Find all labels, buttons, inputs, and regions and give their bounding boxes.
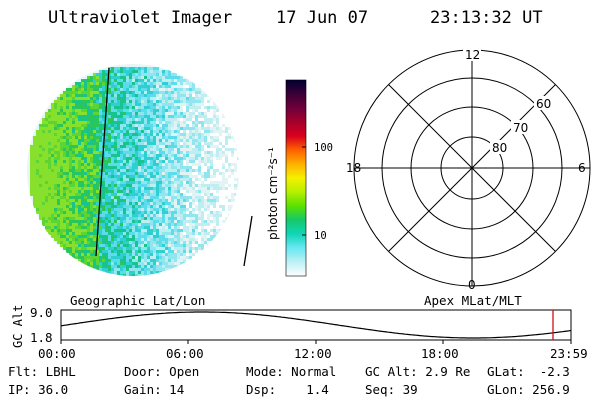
mlt-label-18: 18 [346, 161, 361, 175]
colorbar-label-10: 10 [314, 230, 327, 242]
status-filter: Flt: LBHL [8, 364, 76, 379]
gc-alt-value: 2.9 Re [425, 364, 471, 379]
status-door: Door: Open [124, 364, 199, 379]
polar-grid [353, 49, 591, 287]
limb-marker-line [243, 215, 253, 267]
glon-value: 256.9 [532, 382, 570, 397]
mlt-label-12: 12 [465, 48, 480, 62]
altitude-plot-frame [60, 309, 572, 341]
altitude-curve [60, 311, 572, 339]
colorbar [285, 79, 307, 277]
mode-value: Normal [291, 364, 337, 379]
status-ip: IP: 36.0 [8, 382, 68, 397]
mlt-label-0: 0 [468, 278, 476, 292]
status-dsp: Dsp: 1.4 [246, 382, 329, 397]
status-mode: Mode: Normal [246, 364, 336, 379]
status-glat: GLat: -2.3 [487, 364, 570, 379]
seq-label: Seq: [365, 382, 396, 397]
polar-label-bg-80 [490, 140, 510, 154]
glat-value: -2.3 [539, 364, 570, 379]
polar-label-bg-12 [463, 47, 481, 61]
altitude-ymax-label: 9.0 [30, 305, 53, 320]
apex-label: Apex MLat/MLT [424, 293, 522, 308]
status-gain: Gain: 14 [124, 382, 184, 397]
dsp-label: Dsp: [246, 382, 277, 397]
x-tick-label-0600: 06:00 [166, 346, 204, 361]
terminator-line [95, 67, 110, 257]
geographic-label: Geographic Lat/Lon [70, 293, 206, 308]
x-tick-label-0000: 00:00 [38, 346, 76, 361]
lat-label-70: 70 [513, 121, 528, 135]
mlt-label-6: 6 [578, 161, 586, 175]
ip-label: IP: [8, 382, 31, 397]
door-value: Open [169, 364, 200, 379]
instrument-title: Ultraviolet Imager [48, 8, 233, 28]
image-time: 23:13:32 UT [430, 8, 543, 28]
lat-label-60: 60 [536, 97, 551, 111]
colorbar-label-100: 100 [314, 142, 333, 154]
lat-label-80: 80 [492, 141, 507, 155]
image-date: 17 Jun 07 [276, 8, 369, 28]
polar-diagonal-b [388, 84, 556, 252]
emission-pixels [30, 67, 239, 276]
x-tick-label-1800: 18:00 [421, 346, 459, 361]
door-label: Door: [124, 364, 162, 379]
polar-label-bg-60 [534, 96, 554, 110]
x-tick-label-2359: 23:59 [550, 346, 588, 361]
status-gc-alt: GC Alt: 2.9 Re [365, 364, 470, 379]
seq-value: 39 [402, 382, 418, 397]
status-glon: GLon: 256.9 [487, 382, 570, 397]
x-tick-label-1200: 12:00 [294, 346, 332, 361]
polar-label-bg-70 [511, 120, 531, 134]
gc-alt-label: GC Alt: [365, 364, 418, 379]
glat-label: GLat: [487, 364, 525, 379]
status-seq: Seq: 39 [365, 382, 418, 397]
colorbar-unit-label: photon cm⁻²s⁻¹ [266, 147, 280, 240]
altitude-axis-label: GC Alt [11, 305, 25, 348]
mode-label: Mode: [246, 364, 284, 379]
dsp-value: 1.4 [306, 382, 329, 397]
auroral-image [27, 64, 239, 276]
altitude-ymin-label: 1.8 [30, 330, 53, 345]
glon-label: GLon: [487, 382, 525, 397]
gain-value: 14 [169, 382, 185, 397]
gain-label: Gain: [124, 382, 162, 397]
ip-value: 36.0 [38, 382, 69, 397]
filter-label: Flt: [8, 364, 39, 379]
filter-value: LBHL [45, 364, 76, 379]
